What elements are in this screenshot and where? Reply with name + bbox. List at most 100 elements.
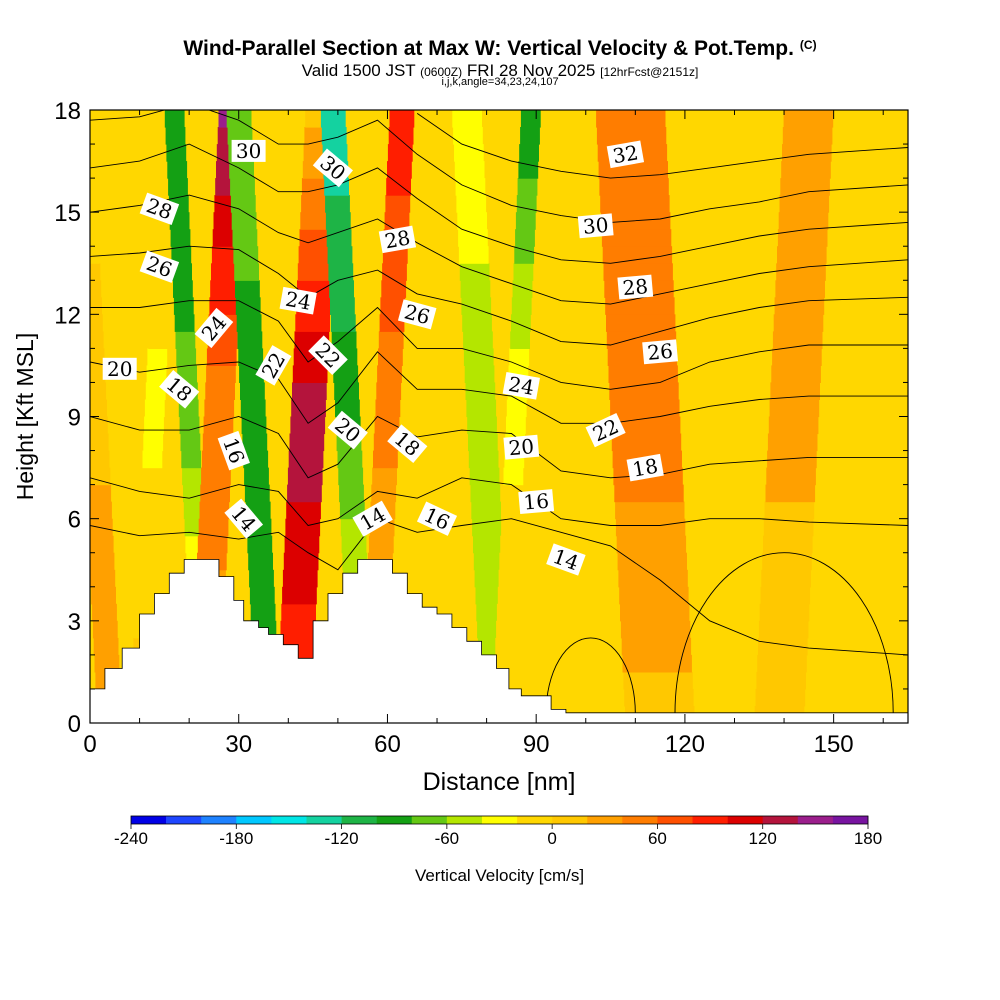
velocity-cell <box>757 654 807 673</box>
velocity-cell <box>90 195 97 213</box>
velocity-cell <box>321 127 347 145</box>
contour-label: 32 <box>606 140 645 169</box>
contour-label-bg <box>642 339 678 365</box>
contour-label-bg <box>606 140 645 169</box>
contour-label-bg <box>397 299 437 330</box>
colorbar-segment <box>236 816 272 824</box>
velocity-cell <box>497 586 518 605</box>
isentrope-22 <box>90 300 908 390</box>
velocity-cell <box>380 297 406 315</box>
velocity-cell <box>289 433 325 452</box>
velocity-cell <box>615 518 686 537</box>
velocity-cell <box>622 654 692 673</box>
contour-label: 30 <box>231 139 266 163</box>
colorbar-segment <box>376 816 413 824</box>
velocity-cell <box>621 637 692 656</box>
velocity-cell <box>495 637 516 656</box>
isentrope-30 <box>90 110 908 223</box>
velocity-cell <box>620 603 690 622</box>
velocity-cell <box>385 195 411 213</box>
contour-label-text: 30 <box>236 139 261 163</box>
velocity-cell <box>458 246 489 264</box>
colorbar-segment <box>271 816 307 824</box>
velocity-cell <box>454 144 484 162</box>
y-axis-label: Height [Kft MSL] <box>12 333 38 500</box>
velocity-cell <box>515 229 535 247</box>
contour-label-text: 24 <box>284 287 313 315</box>
y-tick-label: 18 <box>54 98 81 125</box>
velocity-cell <box>596 110 666 128</box>
contour-label: 20 <box>503 434 540 460</box>
contour-label-text: 28 <box>383 225 412 253</box>
velocity-cell <box>500 535 520 554</box>
velocity-cell <box>328 263 354 281</box>
contour-label-bg <box>626 453 664 482</box>
velocity-cell <box>90 433 109 452</box>
velocity-cell <box>90 416 108 435</box>
colorbar-segment <box>411 816 448 824</box>
velocity-cell <box>297 263 333 281</box>
colorbar-segment <box>797 816 834 824</box>
terrain-profile <box>90 559 908 723</box>
contour-label: 24 <box>502 372 540 400</box>
isentrope-24 <box>90 245 908 346</box>
velocity-cell <box>93 637 119 656</box>
velocity-cell <box>295 314 330 332</box>
colorbar-segment <box>341 816 377 824</box>
velocity-cell <box>474 569 505 588</box>
velocity-cell <box>206 365 236 383</box>
velocity-cell <box>240 399 266 418</box>
x-tick-label: 30 <box>225 731 252 758</box>
contour-label-text: 32 <box>611 140 640 168</box>
velocity-cell <box>90 552 115 571</box>
velocity-cell <box>172 263 192 281</box>
velocity-cell <box>150 280 171 298</box>
valid-date: FRI 28 Nov 2025 <box>466 61 596 80</box>
contour-label-bg <box>308 335 348 375</box>
velocity-cell <box>520 110 541 128</box>
colorbar-segment <box>446 816 483 824</box>
colorbar-label: Vertical Velocity [cm/s] <box>415 866 584 885</box>
velocity-cell <box>238 348 264 366</box>
velocity-cell <box>243 450 269 469</box>
contour-label: 20 <box>102 357 137 381</box>
velocity-cell <box>232 229 258 247</box>
contour-label-text: 26 <box>646 339 673 365</box>
velocity-cell <box>149 314 169 332</box>
velocity-cell <box>149 297 170 315</box>
contour-label: 28 <box>378 225 417 253</box>
velocity-cell <box>146 365 167 383</box>
velocity-cell <box>141 467 162 486</box>
velocity-cell <box>90 110 93 128</box>
velocity-cell <box>513 263 534 281</box>
colorbar-segment <box>201 816 237 824</box>
velocity-cell <box>516 195 537 213</box>
velocity-cell <box>230 178 255 196</box>
velocity-cell <box>382 263 407 281</box>
velocity-cell <box>90 467 111 486</box>
y-tick-label: 0 <box>68 711 81 738</box>
velocity-cell <box>618 569 688 588</box>
velocity-cell <box>464 365 495 383</box>
velocity-cell <box>459 263 490 281</box>
contour-label: 28 <box>617 274 654 300</box>
terrain <box>90 559 908 723</box>
velocity-cell <box>603 263 673 281</box>
velocity-cell <box>200 484 230 503</box>
velocity-cell <box>90 229 99 247</box>
velocity-cell <box>467 416 497 435</box>
velocity-cell <box>615 501 685 520</box>
velocity-cell <box>767 450 817 469</box>
velocity-cell <box>135 586 156 605</box>
velocity-cell <box>610 399 680 418</box>
velocity-cell <box>375 399 401 418</box>
velocity-cell <box>372 467 397 486</box>
velocity-cell <box>777 246 827 264</box>
velocity-cell <box>389 110 415 128</box>
velocity-cell <box>378 348 403 366</box>
velocity-cell <box>292 382 327 400</box>
velocity-cell <box>90 263 101 281</box>
velocity-cell <box>206 348 237 366</box>
velocity-cell <box>139 518 159 537</box>
